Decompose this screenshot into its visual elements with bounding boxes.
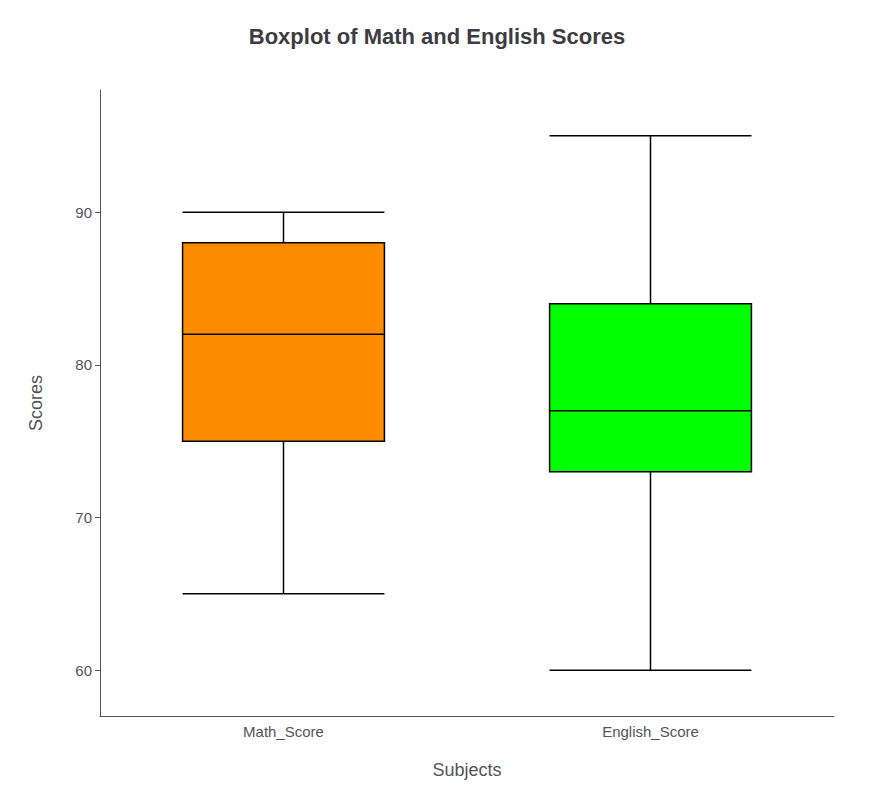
svg-text:English_Score: English_Score <box>602 723 699 740</box>
svg-text:70: 70 <box>75 509 92 526</box>
svg-text:80: 80 <box>75 356 92 373</box>
svg-text:Scores: Scores <box>26 375 46 431</box>
svg-text:Subjects: Subjects <box>432 760 501 780</box>
svg-text:60: 60 <box>75 662 92 679</box>
svg-text:Math_Score: Math_Score <box>243 723 324 740</box>
svg-text:Boxplot of Math and English Sc: Boxplot of Math and English Scores <box>249 24 625 49</box>
svg-text:90: 90 <box>75 204 92 221</box>
